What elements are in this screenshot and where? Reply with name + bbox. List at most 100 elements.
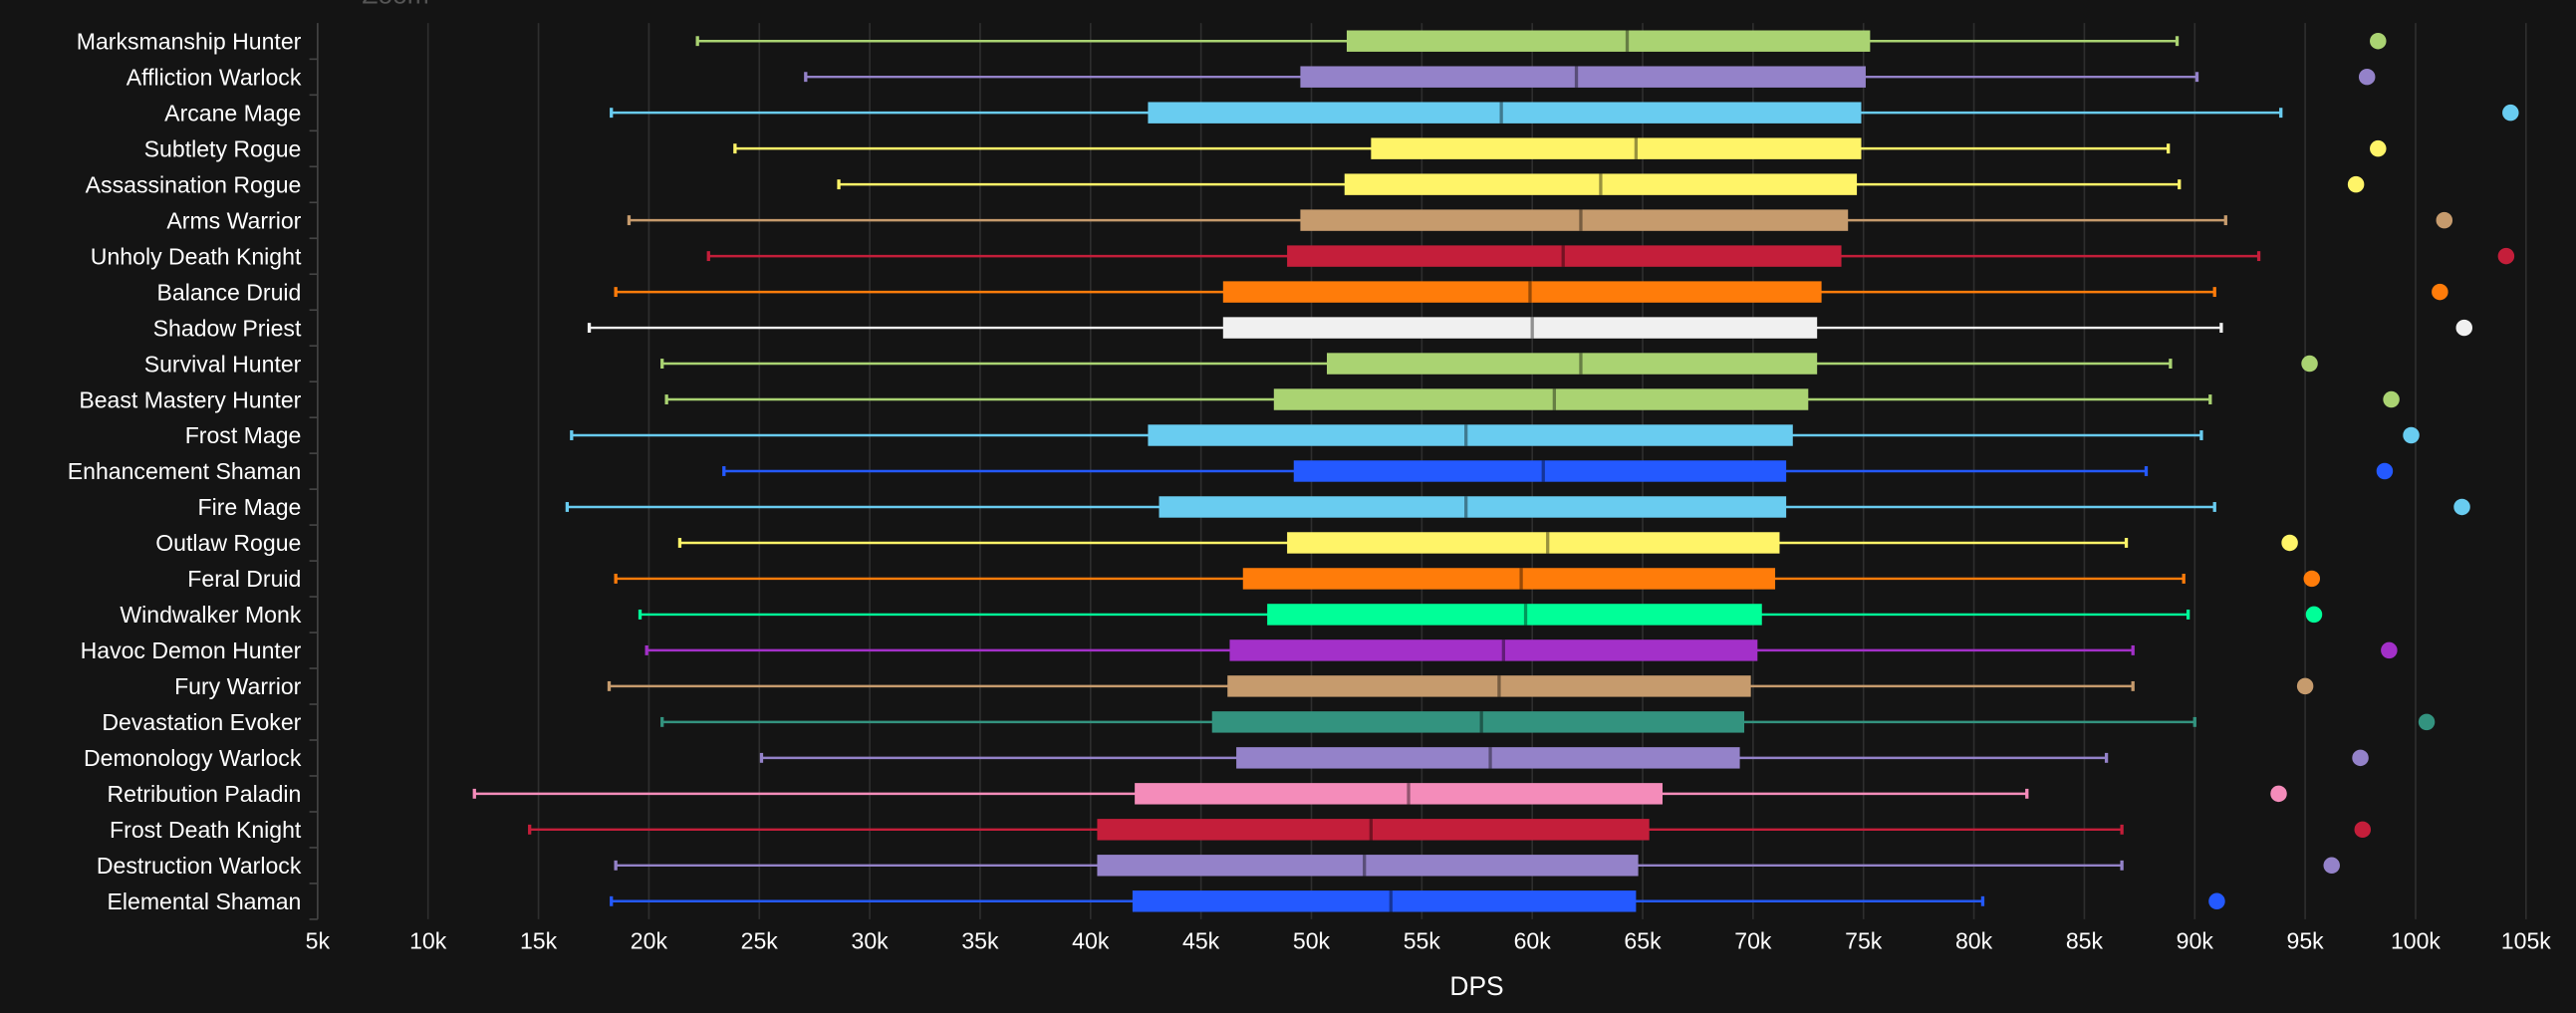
box-row <box>614 855 2340 877</box>
box-row <box>695 30 2387 52</box>
box <box>1236 747 1740 769</box>
outlier-point <box>2502 104 2519 122</box>
outlier-point <box>2358 68 2376 86</box>
outlier-point <box>2418 713 2436 731</box>
outlier-point <box>2370 32 2387 50</box>
box <box>1227 675 1751 697</box>
box <box>1159 496 1787 518</box>
box <box>1148 424 1793 446</box>
x-tick-label: 80k <box>1955 928 1993 954</box>
box <box>1300 209 1849 231</box>
y-tick-label: Fire Mage <box>198 494 302 520</box>
y-tick-label: Havoc Demon Hunter <box>81 637 302 663</box>
y-tick-label: Marksmanship Hunter <box>77 28 302 54</box>
x-tick-label: 60k <box>1514 928 1552 954</box>
box <box>1229 639 1758 661</box>
box <box>1300 66 1866 88</box>
box <box>1267 604 1762 626</box>
y-tick-label: Survival Hunter <box>144 351 302 377</box>
box-row <box>660 711 2436 733</box>
box-row <box>733 137 2387 159</box>
box-row <box>638 604 2323 626</box>
box <box>1344 173 1858 195</box>
x-tick-label: 95k <box>2287 928 2325 954</box>
box-row <box>677 532 2298 554</box>
header-fragment: Zoom <box>362 0 428 9</box>
x-tick-label: 10k <box>409 928 447 954</box>
outlier-point <box>2208 892 2225 910</box>
box <box>1211 711 1745 733</box>
box-row <box>570 424 2420 446</box>
box <box>1371 137 1862 159</box>
y-tick-label: Affliction Warlock <box>127 64 302 90</box>
outlier-point <box>2354 821 2372 839</box>
box-row <box>837 173 2365 195</box>
box <box>1097 855 1639 877</box>
x-tick-label: 105k <box>2501 928 2551 954</box>
x-tick-label: 15k <box>520 928 558 954</box>
outlier-point <box>2455 319 2472 337</box>
x-tick-label: 30k <box>852 928 890 954</box>
outlier-point <box>2301 355 2318 373</box>
box-row <box>706 245 2515 267</box>
x-axis-label: DPS <box>1449 971 1503 1001</box>
outlier-point <box>2323 857 2340 875</box>
outlier-point <box>2305 606 2323 624</box>
box-row <box>644 639 2398 661</box>
outlier-point <box>2497 247 2515 265</box>
x-tick-label: 100k <box>2391 928 2441 954</box>
x-tick-label: 55k <box>1404 928 1441 954</box>
outlier-point <box>2303 570 2321 588</box>
outlier-point <box>2383 390 2400 408</box>
box <box>1222 281 1822 303</box>
box <box>1287 245 1842 267</box>
x-tick-label: 5k <box>306 928 331 954</box>
box <box>1327 353 1818 375</box>
box-row <box>587 317 2472 339</box>
box-row <box>607 675 2314 697</box>
outlier-point <box>2436 211 2453 229</box>
box-row <box>528 819 2372 841</box>
outlier-point <box>2376 462 2394 480</box>
y-tick-label: Feral Druid <box>187 566 301 592</box>
y-tick-label: Unholy Death Knight <box>91 243 302 269</box>
x-tick-label: 90k <box>2177 928 2214 954</box>
outlier-point <box>2370 139 2387 157</box>
box-row <box>610 102 2519 124</box>
box <box>1148 102 1862 124</box>
box-row <box>472 783 2287 805</box>
x-tick-label: 70k <box>1734 928 1772 954</box>
y-tick-label: Windwalker Monk <box>120 602 301 628</box>
y-tick-label: Beast Mastery Hunter <box>79 386 301 412</box>
y-tick-label: Shadow Priest <box>153 315 302 341</box>
box-row <box>565 496 2470 518</box>
x-tick-label: 35k <box>961 928 999 954</box>
box-row <box>804 66 2376 88</box>
x-tick-label: 85k <box>2066 928 2104 954</box>
y-tick-label: Arcane Mage <box>164 100 301 126</box>
y-tick-label: Elemental Shaman <box>107 888 301 914</box>
outlier-point <box>2347 175 2365 193</box>
box <box>1287 532 1780 554</box>
outlier-point <box>2296 677 2314 695</box>
outlier-point <box>2281 534 2298 552</box>
y-tick-label: Fury Warrior <box>174 673 302 699</box>
y-tick-label: Arms Warrior <box>166 207 301 233</box>
x-tick-label: 45k <box>1182 928 1220 954</box>
box <box>1242 568 1776 590</box>
y-tick-label: Retribution Paladin <box>107 781 301 807</box>
outlier-point <box>2432 283 2448 301</box>
y-tick-label: Demonology Warlock <box>84 745 302 771</box>
box-row <box>660 353 2318 375</box>
x-tick-label: 25k <box>741 928 779 954</box>
box <box>1132 890 1637 912</box>
box-row <box>627 209 2453 231</box>
y-tick-label: Subtlety Rogue <box>144 135 302 161</box>
outlier-point <box>2270 785 2287 803</box>
box-row <box>614 281 2448 303</box>
x-tick-label: 50k <box>1293 928 1331 954</box>
box <box>1135 783 1663 805</box>
box <box>1097 819 1650 841</box>
box-row <box>664 388 2400 410</box>
